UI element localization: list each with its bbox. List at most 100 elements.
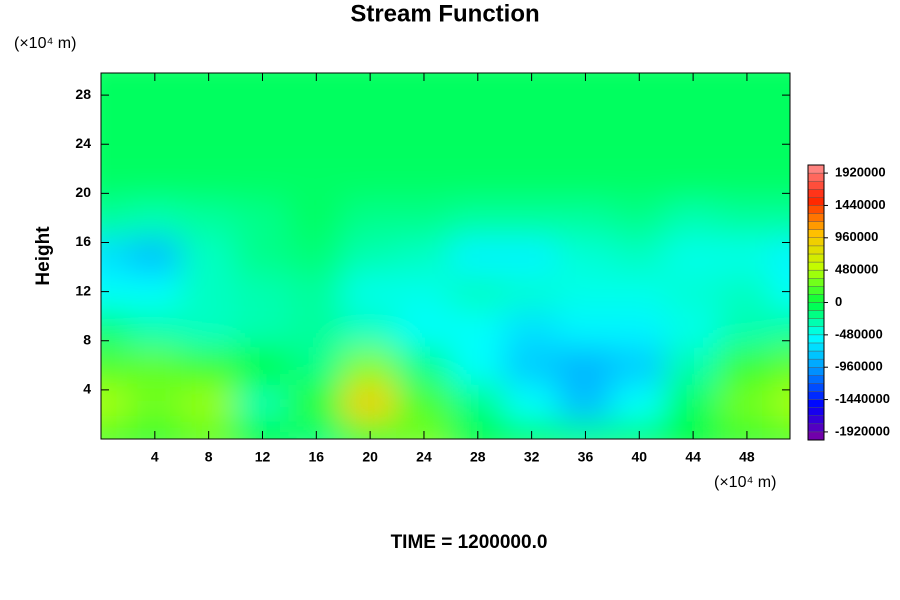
field-cell — [719, 309, 775, 348]
y-axis-label: Height — [33, 226, 54, 286]
field-cell — [288, 124, 345, 164]
plot-area — [101, 73, 790, 439]
field-cell — [557, 382, 614, 422]
field-cell — [719, 235, 775, 275]
field-cell — [101, 419, 129, 439]
colorbar-band — [807, 391, 825, 400]
field-cell — [342, 272, 399, 312]
field-cell — [557, 272, 614, 312]
field-cell — [396, 198, 452, 238]
field-cell — [234, 382, 291, 422]
field-cell — [126, 345, 183, 385]
field-cell — [611, 382, 668, 422]
field-cell — [342, 198, 399, 238]
field-cell — [772, 87, 790, 127]
field-cell — [557, 235, 614, 275]
field-cell — [772, 382, 790, 422]
field-cell — [719, 419, 775, 439]
field-cell — [180, 198, 237, 238]
x-tick-label: 28 — [470, 449, 486, 465]
field-cell — [101, 382, 129, 422]
field-cell — [342, 345, 399, 385]
y-tick-label: 12 — [75, 282, 91, 298]
field-cell — [288, 161, 345, 201]
field-cell — [503, 124, 560, 164]
y-tick-label: 8 — [83, 331, 91, 347]
x-tick-label: 16 — [309, 449, 325, 465]
field-cell — [503, 309, 560, 348]
field-cell — [342, 87, 399, 127]
field-cell — [719, 272, 775, 312]
field-cell — [557, 345, 614, 385]
field-cell — [449, 272, 506, 312]
colorbar-tick-label: 0 — [835, 294, 842, 309]
field-cell — [503, 382, 560, 422]
field-cell — [126, 272, 183, 312]
field-cell — [126, 419, 183, 439]
field-cell — [611, 309, 668, 348]
field-cell — [342, 309, 399, 348]
colorbar-band — [807, 197, 825, 206]
field-cell — [180, 382, 237, 422]
field-cell — [180, 124, 237, 164]
field — [101, 73, 790, 439]
field-cell — [557, 87, 614, 127]
field-cell — [719, 124, 775, 164]
field-cell — [342, 73, 399, 90]
field-cell — [126, 87, 183, 127]
field-cell — [180, 87, 237, 127]
field-cell — [449, 345, 506, 385]
field-cell — [288, 419, 345, 439]
field-cell — [772, 309, 790, 348]
colorbar-band — [807, 367, 825, 376]
field-cell — [180, 272, 237, 312]
field-cell — [665, 272, 722, 312]
colorbar-band — [807, 294, 825, 303]
colorbar-band — [807, 286, 825, 295]
field-cell — [449, 198, 506, 238]
field-cell — [665, 309, 722, 348]
field-cell — [396, 419, 452, 439]
colorbar-band — [807, 237, 825, 247]
colorbar-band — [807, 253, 825, 263]
field-cell — [449, 73, 506, 90]
colorbar-band — [807, 407, 825, 416]
x-tick-label: 12 — [255, 449, 271, 465]
field-cell — [288, 73, 345, 90]
colorbar-tick-label: -960000 — [835, 359, 883, 374]
colorbar-band — [807, 342, 825, 352]
chart-title: Stream Function — [350, 0, 539, 27]
field-cell — [611, 73, 668, 90]
field-cell — [101, 235, 129, 275]
field-cell — [101, 73, 129, 90]
field-cell — [772, 345, 790, 385]
field-cell — [503, 272, 560, 312]
field-cell — [449, 124, 506, 164]
field-cell — [611, 419, 668, 439]
field-cell — [396, 382, 452, 422]
field-cell — [396, 124, 452, 164]
field-cell — [719, 87, 775, 127]
colorbar-tick-label: 960000 — [835, 229, 878, 244]
field-cell — [611, 124, 668, 164]
field-cell — [288, 198, 345, 238]
x-tick-label: 8 — [205, 449, 213, 465]
colorbar-band — [807, 318, 825, 327]
field-cell — [234, 345, 291, 385]
field-cell — [665, 419, 722, 439]
overlay: 4 8 12 16 20 24 28 32 36 40 44 48481216202428192000… — [75, 72, 890, 465]
field-cell — [665, 73, 722, 90]
colorbar-tick-label: 1920000 — [835, 165, 886, 180]
field-cell — [503, 345, 560, 385]
field-cell — [288, 382, 345, 422]
field-cell — [557, 161, 614, 201]
field-cell — [180, 235, 237, 275]
field-cell — [665, 161, 722, 201]
y-tick-label: 20 — [75, 184, 91, 200]
field-cell — [719, 73, 775, 90]
field-cell — [611, 235, 668, 275]
colorbar-band — [807, 269, 825, 279]
field-cell — [396, 309, 452, 348]
colorbar-tick-label: -1440000 — [835, 391, 890, 406]
field-cell — [665, 87, 722, 127]
